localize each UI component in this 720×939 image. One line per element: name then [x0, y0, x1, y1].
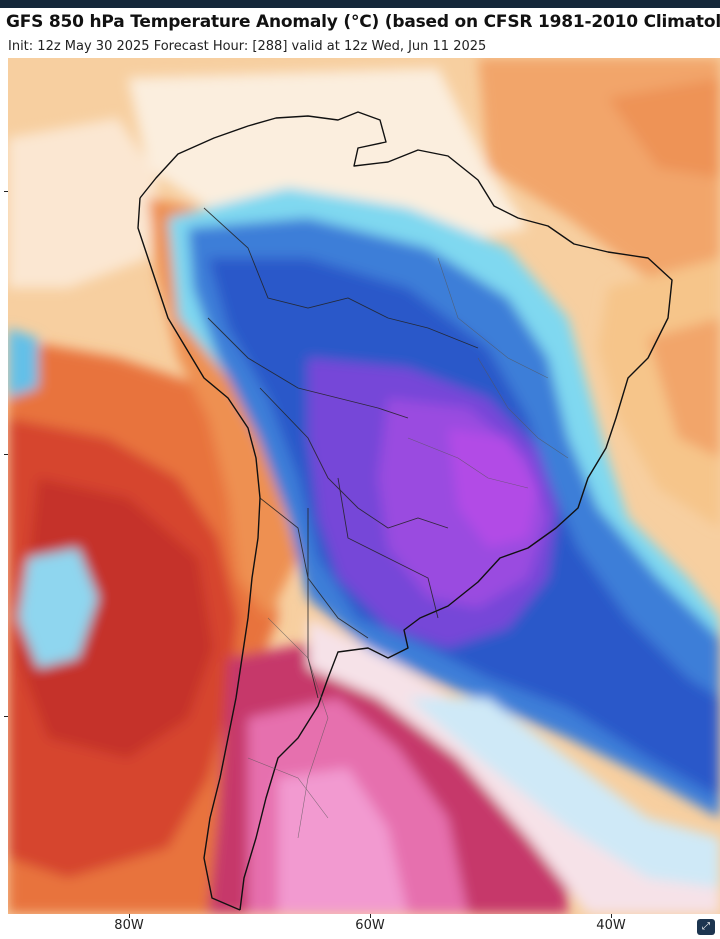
y-axis-tick — [4, 716, 8, 717]
x-axis-tick — [370, 914, 371, 918]
x-axis-tick — [129, 914, 130, 918]
x-tick-label-60w: 60W — [355, 918, 385, 933]
top-bar — [0, 0, 720, 8]
x-tick-label-40w: 40W — [596, 918, 626, 933]
x-tick-label-80w: 80W — [114, 918, 144, 933]
anomaly-field — [8, 58, 720, 914]
expand-icon[interactable]: ⤢ — [697, 919, 715, 935]
coastlines — [137, 111, 673, 911]
map-subtitle: Init: 12z May 30 2025 Forecast Hour: [28… — [8, 39, 487, 54]
country-borders — [203, 207, 479, 699]
map-title: GFS 850 hPa Temperature Anomaly (°C) (ba… — [6, 12, 720, 32]
x-axis-tick — [611, 914, 612, 918]
anomaly-map — [8, 58, 720, 914]
y-axis-tick — [4, 454, 8, 455]
state-borders — [247, 257, 569, 839]
x-axis — [0, 914, 720, 939]
y-axis-tick — [4, 191, 8, 192]
